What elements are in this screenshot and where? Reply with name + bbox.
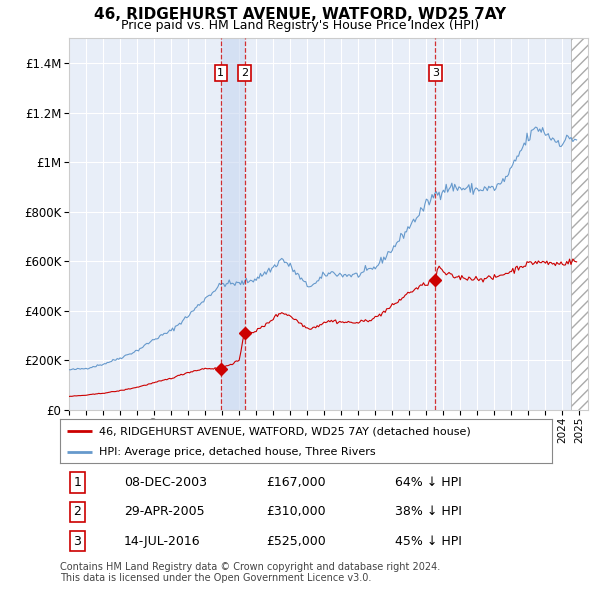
Text: £167,000: £167,000 [266,476,326,489]
Bar [571,38,590,410]
Text: 46, RIDGEHURST AVENUE, WATFORD, WD25 7AY (detached house): 46, RIDGEHURST AVENUE, WATFORD, WD25 7AY… [100,427,471,436]
Text: 08-DEC-2003: 08-DEC-2003 [124,476,207,489]
Text: £525,000: £525,000 [266,535,326,548]
Text: 45% ↓ HPI: 45% ↓ HPI [395,535,461,548]
Text: 3: 3 [73,535,81,548]
Text: 2: 2 [73,505,81,519]
Text: HPI: Average price, detached house, Three Rivers: HPI: Average price, detached house, Thre… [100,447,376,457]
Text: 3: 3 [432,68,439,78]
Text: 2: 2 [241,68,248,78]
Text: £310,000: £310,000 [266,505,326,519]
Text: 46, RIDGEHURST AVENUE, WATFORD, WD25 7AY: 46, RIDGEHURST AVENUE, WATFORD, WD25 7AY [94,7,506,22]
Text: Price paid vs. HM Land Registry's House Price Index (HPI): Price paid vs. HM Land Registry's House … [121,19,479,32]
Text: 1: 1 [217,68,224,78]
Bar [221,38,245,410]
Text: Contains HM Land Registry data © Crown copyright and database right 2024.
This d: Contains HM Land Registry data © Crown c… [60,562,440,584]
Text: 1: 1 [73,476,81,489]
Text: 29-APR-2005: 29-APR-2005 [124,505,205,519]
Text: 38% ↓ HPI: 38% ↓ HPI [395,505,461,519]
Text: 64% ↓ HPI: 64% ↓ HPI [395,476,461,489]
Text: 14-JUL-2016: 14-JUL-2016 [124,535,200,548]
